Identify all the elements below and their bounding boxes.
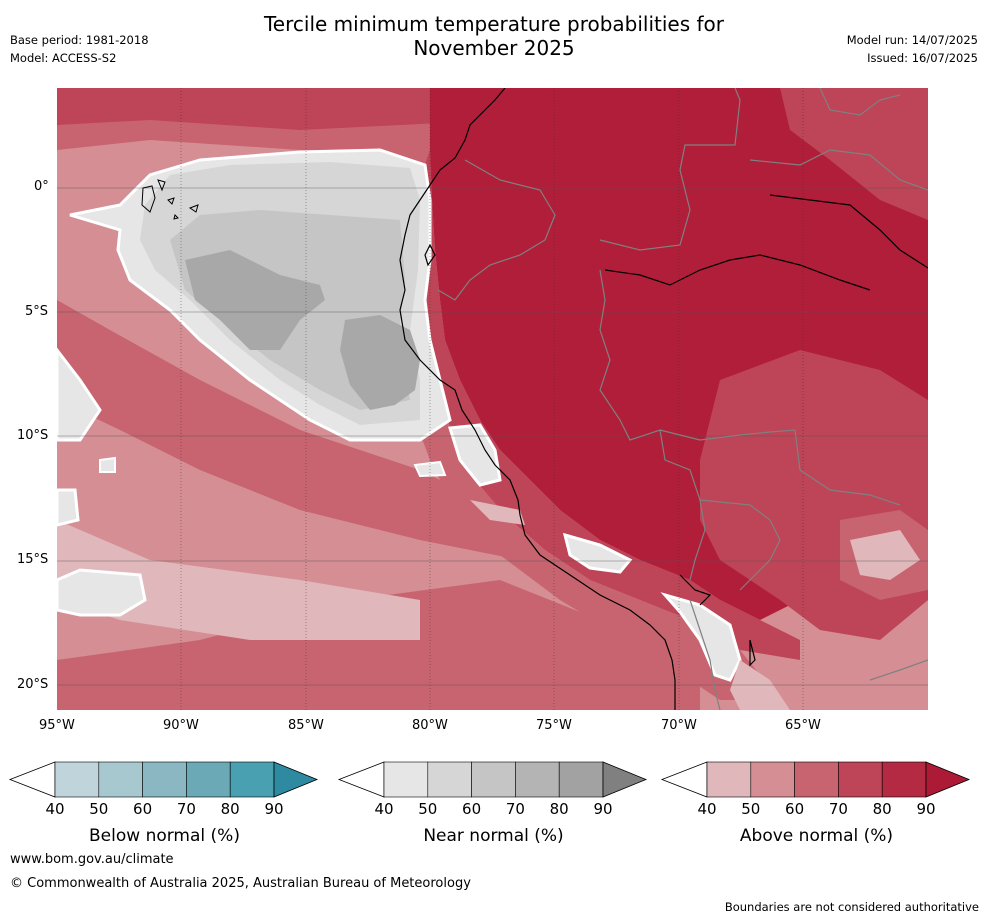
colorbar-above-segment [881, 761, 927, 798]
patch-ocean-pale [470, 500, 525, 525]
colorbar-below-tick: 90 [264, 800, 284, 818]
interior-band-50 [850, 530, 920, 580]
patch-west-small [99, 456, 116, 473]
coastal-band-60 [395, 200, 780, 700]
colorbar-above-low-arrow [660, 761, 708, 798]
title-line-2: November 2025 [413, 36, 575, 60]
colorbar-above-title: Above normal (%) [739, 826, 894, 846]
colorbar-near [337, 761, 648, 798]
lat-label-10s: 10°S [17, 428, 49, 443]
colorbar-near-title: Near normal (%) [423, 826, 564, 846]
colorbar-below-tick: 50 [89, 800, 109, 818]
coastlines [399, 88, 928, 710]
southwest-band [57, 300, 520, 560]
lon-label-70w: 70°W [661, 718, 697, 733]
colorbar-near-low-arrow [337, 761, 385, 798]
meta-left: Base period: 1981-2018 Model: ACCESS-S2 [10, 31, 149, 67]
colorbar-above-tick: 50 [741, 800, 761, 818]
lat-label-20s: 20°S [17, 677, 49, 692]
colorbar-near-segment [383, 761, 429, 798]
southwest-pale [57, 520, 420, 640]
lon-label-75w: 75°W [536, 718, 572, 733]
patch-southwest [57, 568, 147, 617]
near-normal-80-west [185, 250, 325, 350]
colorbar-near-segment [471, 761, 516, 798]
colorbar-below-high-arrow [273, 761, 319, 798]
colorbar-below-segment [186, 761, 231, 798]
colorbar-below [8, 761, 319, 798]
north-ocean-band-inner [57, 88, 520, 130]
colorbar-below-tick: 40 [45, 800, 65, 818]
south-band-low [57, 580, 700, 710]
footer-copyright: © Commonwealth of Australia 2025, Austra… [10, 876, 471, 891]
colorbar-above-high-arrow [925, 761, 971, 798]
colorbar-below-segment [142, 761, 187, 798]
colorbar-near-tick: 80 [549, 800, 569, 818]
colorbar-above-tick: 70 [828, 800, 848, 818]
colorbar-above-segment [706, 761, 752, 798]
lon-label-90w: 90°W [163, 718, 199, 733]
patch-west-coast [57, 347, 102, 442]
footer-disclaimer: Boundaries are not considered authoritat… [724, 900, 979, 914]
patch-south-coast [562, 532, 633, 574]
colorbar-above-tick: 40 [697, 800, 717, 818]
colorbar-near-tick: 70 [505, 800, 525, 818]
footer-website: www.bom.gov.au/climate [10, 852, 174, 867]
colorbar-above-segment [838, 761, 883, 798]
latitude-lines [57, 187, 928, 686]
colorbar-below-segment [98, 761, 143, 798]
colorbars [8, 761, 971, 798]
colorbar-above-segment [750, 761, 795, 798]
colorbar-near-high-arrow [602, 761, 648, 798]
lat-label-15s: 15°S [17, 552, 49, 567]
meta-right: Model run: 14/07/2025 Issued: 16/07/2025 [847, 31, 978, 67]
lon-label-65w: 65°W [785, 718, 821, 733]
colorbar-below-segment [229, 761, 275, 798]
model-name: Model: ACCESS-S2 [10, 51, 117, 65]
issued-date: Issued: 16/07/2025 [867, 51, 978, 65]
lat-label-5s: 5°S [25, 304, 49, 319]
colorbar-below-tick: 70 [176, 800, 196, 818]
patch-west-mid [57, 488, 80, 527]
base-period: Base period: 1981-2018 [10, 33, 149, 47]
colorbar-near-segment [427, 761, 472, 798]
colorbar-near-tick: 40 [374, 800, 394, 818]
title-line-1: Tercile minimum temperature probabilitie… [263, 12, 725, 36]
colorbar-above-tick: 90 [916, 800, 936, 818]
colorbar-below-low-arrow [8, 761, 56, 798]
colorbar-below-segment [54, 761, 100, 798]
colorbar-near-segment [558, 761, 604, 798]
colorbar-near-segment [515, 761, 560, 798]
colorbar-below-tick: 80 [220, 800, 240, 818]
lon-label-95w: 95°W [39, 718, 75, 733]
northeast-band-80 [780, 88, 928, 220]
country-borders [437, 88, 928, 710]
colorbar-above-segment [794, 761, 839, 798]
galapagos-islands [141, 179, 199, 220]
colorbar-above [660, 761, 971, 798]
lon-label-80w: 80°W [412, 718, 448, 733]
colorbar-near-tick: 90 [593, 800, 613, 818]
colorbar-below-title: Below normal (%) [89, 826, 240, 846]
probability-field [57, 88, 928, 710]
lat-label-0: 0° [34, 179, 49, 194]
patch-peru-coast [448, 423, 502, 487]
map-title: Tercile minimum temperature probabilitie… [0, 12, 988, 60]
near-normal-80-east [340, 315, 420, 410]
colorbar-near-tick: 50 [418, 800, 438, 818]
colorbar-below-tick: 60 [133, 800, 153, 818]
lon-label-85w: 85°W [288, 718, 324, 733]
model-run: Model run: 14/07/2025 [846, 33, 978, 47]
colorbar-above-tick: 60 [785, 800, 805, 818]
colorbar-above-tick: 80 [872, 800, 892, 818]
colorbar-near-tick: 60 [462, 800, 482, 818]
